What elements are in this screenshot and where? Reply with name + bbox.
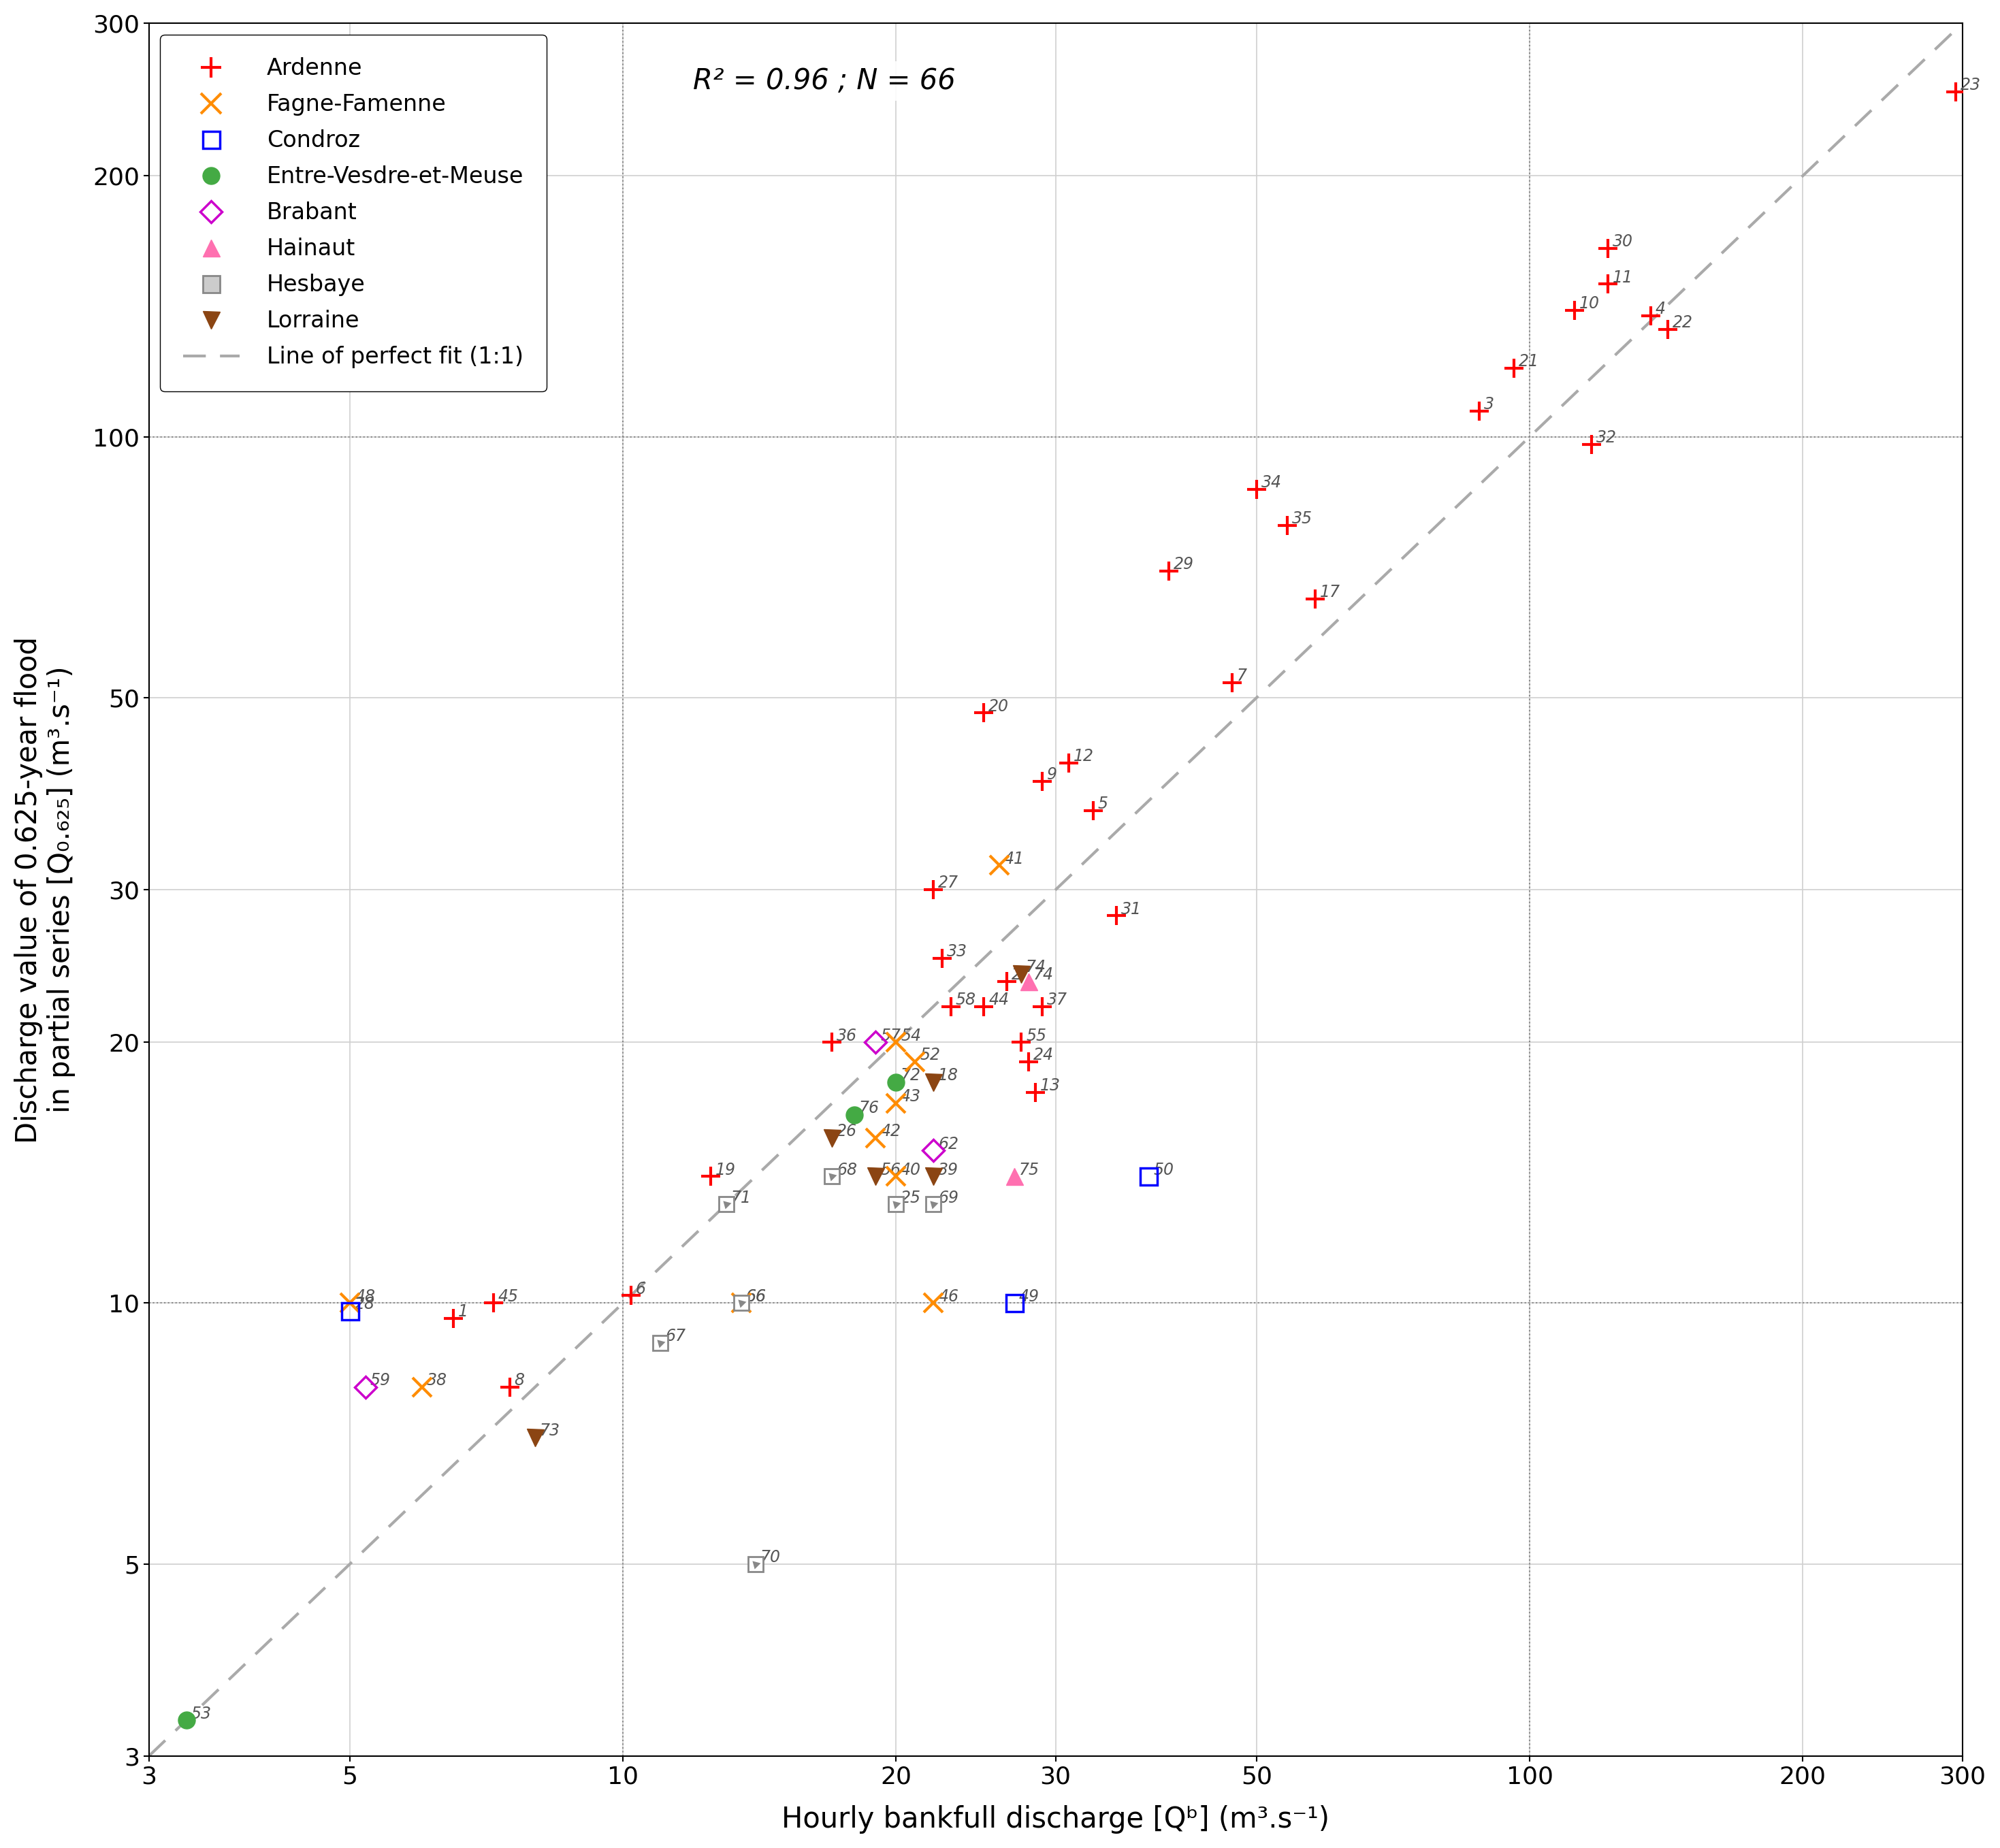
Text: 23: 23	[1960, 78, 1980, 94]
Text: 2: 2	[1012, 967, 1022, 983]
Text: 7: 7	[1238, 667, 1248, 684]
Text: 44: 44	[988, 992, 1008, 1007]
Text: 68: 68	[836, 1162, 858, 1177]
Text: 36: 36	[836, 1027, 858, 1044]
Text: 43: 43	[900, 1088, 922, 1105]
Text: 3: 3	[1484, 397, 1494, 412]
Y-axis label: Discharge value of 0.625-year flood
in partial series [Q₀.₆₂₅] (m³.s⁻¹): Discharge value of 0.625-year flood in p…	[14, 636, 76, 1144]
Text: 40: 40	[900, 1162, 922, 1177]
Text: 13: 13	[1040, 1077, 1060, 1094]
Text: 29: 29	[1174, 556, 1194, 573]
Text: 52: 52	[920, 1046, 940, 1063]
Text: 20: 20	[988, 699, 1008, 715]
Text: 19: 19	[716, 1162, 736, 1177]
Text: 53: 53	[192, 1706, 212, 1722]
Text: 35: 35	[1292, 510, 1312, 527]
Text: 58: 58	[956, 992, 976, 1007]
Text: 50: 50	[1154, 1162, 1174, 1177]
Text: 30: 30	[1612, 233, 1634, 249]
Text: 21: 21	[1518, 353, 1538, 370]
Text: 18: 18	[938, 1066, 958, 1083]
Text: 75: 75	[1018, 1162, 1040, 1177]
Text: 57: 57	[880, 1027, 900, 1044]
Text: 73: 73	[540, 1423, 560, 1440]
Text: 33: 33	[948, 944, 968, 959]
Text: 11: 11	[1612, 270, 1634, 286]
Text: 49: 49	[1018, 1288, 1040, 1305]
Text: 34: 34	[1262, 475, 1282, 490]
Text: 74: 74	[1026, 959, 1046, 976]
Text: 32: 32	[1596, 429, 1616, 445]
Text: 41: 41	[1004, 850, 1024, 867]
Text: 25: 25	[900, 1190, 922, 1207]
Text: 12: 12	[1074, 748, 1094, 765]
Text: 27: 27	[938, 874, 958, 891]
Text: 10: 10	[1580, 296, 1600, 312]
Text: 71: 71	[730, 1190, 752, 1207]
Text: 26: 26	[836, 1124, 858, 1140]
Text: 69: 69	[938, 1190, 958, 1207]
X-axis label: Hourly bankfull discharge [Qᵇ] (m³.s⁻¹): Hourly bankfull discharge [Qᵇ] (m³.s⁻¹)	[782, 1805, 1330, 1833]
Text: 70: 70	[760, 1549, 780, 1565]
Text: 46: 46	[938, 1288, 958, 1305]
Text: 66: 66	[746, 1288, 766, 1305]
Text: 76: 76	[860, 1100, 880, 1116]
Text: 48: 48	[354, 1288, 376, 1305]
Text: 67: 67	[666, 1329, 686, 1343]
Text: 74: 74	[1034, 967, 1054, 983]
Text: 55: 55	[1026, 1027, 1046, 1044]
Text: 17: 17	[1320, 584, 1340, 601]
Text: 56: 56	[880, 1162, 900, 1177]
Text: 72: 72	[900, 1066, 922, 1083]
Text: 5: 5	[1098, 796, 1108, 813]
Text: 54: 54	[900, 1027, 922, 1044]
Text: 22: 22	[1672, 314, 1692, 331]
Text: 28: 28	[354, 1295, 376, 1312]
Text: R² = 0.96 ; N = 66: R² = 0.96 ; N = 66	[692, 67, 956, 96]
Text: 45: 45	[498, 1288, 518, 1305]
Text: 42: 42	[880, 1124, 900, 1140]
Text: 31: 31	[1122, 900, 1142, 917]
Text: 39: 39	[938, 1162, 958, 1177]
Text: 66: 66	[746, 1288, 766, 1305]
Text: 24: 24	[1034, 1046, 1054, 1063]
Text: 59: 59	[370, 1373, 390, 1388]
Text: 6: 6	[636, 1281, 646, 1297]
Text: 38: 38	[426, 1373, 446, 1388]
Legend: Ardenne, Fagne-Famenne, Condroz, Entre-Vesdre-et-Meuse, Brabant, Hainaut, Hesbay: Ardenne, Fagne-Famenne, Condroz, Entre-V…	[160, 35, 546, 392]
Text: 1: 1	[458, 1303, 468, 1319]
Text: 37: 37	[1046, 992, 1068, 1007]
Text: 4: 4	[1656, 301, 1666, 318]
Text: 9: 9	[1046, 767, 1058, 784]
Text: 62: 62	[938, 1137, 958, 1151]
Text: 8: 8	[514, 1373, 524, 1388]
